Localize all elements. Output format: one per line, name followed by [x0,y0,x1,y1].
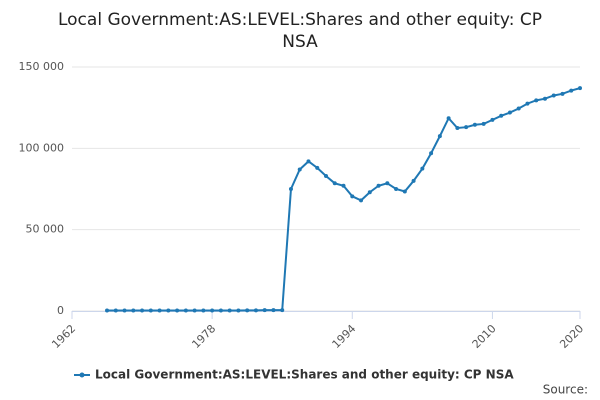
point [569,88,574,93]
point [560,91,565,96]
point [324,173,328,178]
y-tick-label: 0 [57,304,64,317]
point [411,178,416,183]
point [262,308,267,313]
y-tick-label: 150 000 [19,60,65,73]
point [297,167,302,172]
point [578,86,582,91]
point [218,308,223,313]
point [271,308,276,313]
point [306,159,311,164]
point [140,308,145,313]
point [429,151,434,156]
point [472,122,477,127]
point [542,96,547,101]
point [376,183,381,188]
point [490,117,495,122]
point [113,308,118,313]
x-tick-label: 2010 [470,322,499,351]
point [183,308,188,313]
point [437,134,442,139]
point [385,181,390,186]
point [481,121,486,126]
point [464,125,469,130]
point [525,101,530,106]
point [253,308,258,313]
point [516,106,521,111]
point [332,181,337,186]
chart-title: Local Government:AS:LEVEL:Shares and oth… [58,10,542,52]
point [105,308,110,313]
line [107,87,581,312]
point [350,194,355,199]
point [499,113,504,118]
y-tick-label: 50 000 [26,223,65,236]
point [192,308,197,313]
x-tick-label: 1978 [189,322,218,351]
point [245,308,250,313]
x-tick-label: 2020 [557,322,586,351]
point [131,308,136,313]
y-tick-label: 100 000 [19,141,65,154]
point [157,308,162,313]
point [367,190,372,195]
point [280,308,285,313]
point [236,308,241,313]
point [507,110,512,115]
point [148,308,153,313]
point [122,308,127,313]
point [534,98,539,103]
point [341,183,346,188]
point [394,187,399,191]
legend-label: Local Government:AS:LEVEL:Shares and oth… [95,368,514,382]
x-tick-label: 1994 [330,322,359,351]
point [551,93,556,98]
point [210,308,215,313]
point [455,126,460,130]
source: Source: [543,383,588,397]
legend-marker [79,372,85,378]
point [201,308,206,313]
point [288,187,293,191]
point [315,165,320,170]
point [359,198,364,203]
point [446,116,451,121]
point [175,308,180,313]
point [420,166,425,171]
point [166,308,171,313]
x-tick-label: 1962 [49,322,78,351]
point [227,308,232,313]
point [402,189,407,194]
